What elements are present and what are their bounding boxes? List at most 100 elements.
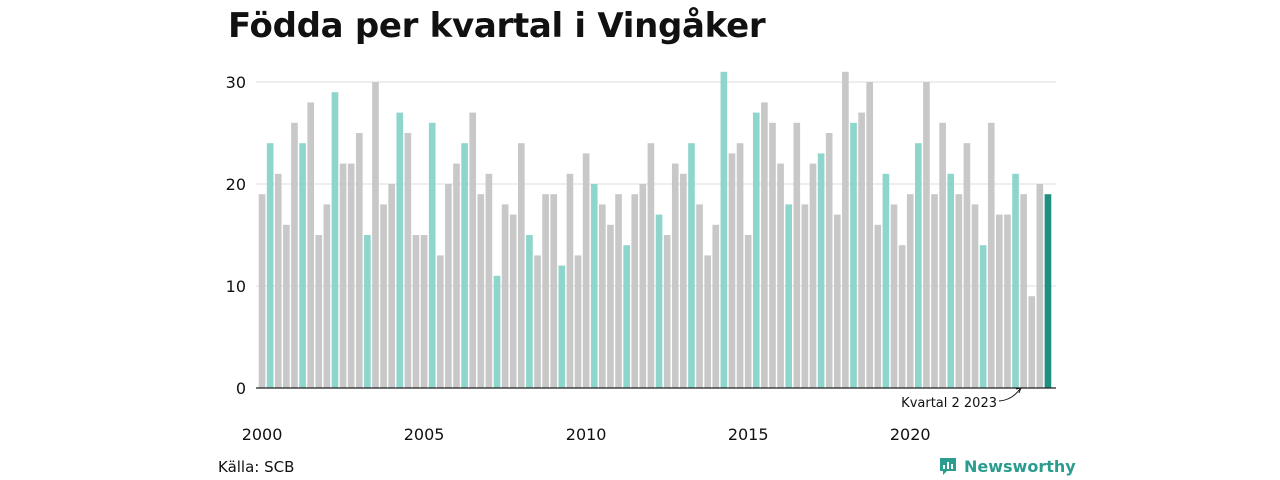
- bar: [1020, 194, 1027, 388]
- bar: [258, 194, 266, 388]
- y-tick-label: 10: [226, 277, 246, 296]
- bar: [1028, 296, 1036, 388]
- bar: [720, 71, 728, 389]
- bar: [339, 163, 347, 388]
- x-tick-label: 2015: [728, 425, 769, 444]
- bar: [469, 112, 477, 388]
- bar: [436, 255, 444, 388]
- bar: [914, 143, 922, 388]
- bar: [777, 163, 784, 388]
- bar: [987, 122, 995, 389]
- bar: [347, 163, 355, 388]
- bar: [898, 245, 906, 388]
- y-tick-label: 0: [236, 379, 246, 398]
- bar: [420, 235, 428, 388]
- bar: [655, 214, 663, 388]
- bar: [866, 82, 874, 388]
- bar: [680, 173, 687, 388]
- bar: [590, 184, 598, 388]
- bar: [761, 102, 768, 389]
- bar: [558, 265, 566, 388]
- y-axis-labels: 0 10 20 30: [226, 73, 246, 398]
- bar: [1012, 173, 1019, 388]
- bar: [663, 235, 671, 388]
- bar: [266, 143, 274, 388]
- bar: [939, 122, 946, 389]
- bar: [882, 173, 890, 388]
- bar: [412, 235, 420, 388]
- bar: [307, 102, 314, 389]
- bar: [850, 122, 857, 389]
- chart-title: Födda per kvartal i Vingåker: [228, 6, 766, 46]
- bar: [744, 235, 752, 388]
- bar: [485, 173, 493, 388]
- bar: [769, 122, 776, 389]
- bar: [963, 143, 971, 388]
- bar: [396, 112, 404, 388]
- bar: [526, 235, 533, 388]
- bar: [623, 245, 630, 388]
- bar: [923, 82, 930, 388]
- bar: [801, 204, 809, 388]
- bar: [283, 224, 290, 388]
- x-tick-label: 2020: [890, 425, 931, 444]
- bar: [833, 214, 841, 388]
- bar: [736, 143, 744, 388]
- bar: [331, 92, 339, 388]
- bar: [388, 184, 396, 388]
- bar: [566, 173, 574, 388]
- bar: [428, 122, 436, 389]
- bar: [364, 235, 371, 388]
- x-tick-label: 2000: [242, 425, 283, 444]
- bar: [752, 112, 760, 388]
- bar: [979, 245, 987, 388]
- annotation-arrowhead: [1015, 387, 1022, 394]
- bar: [299, 143, 306, 388]
- bar: [696, 204, 703, 388]
- bar: [501, 204, 509, 388]
- bar: [291, 122, 298, 389]
- bar: [404, 133, 412, 388]
- bar: [534, 255, 541, 388]
- bar: [971, 204, 979, 388]
- bar: [509, 214, 517, 388]
- bar: [274, 173, 282, 388]
- bar: [477, 194, 485, 388]
- bar: [955, 194, 963, 388]
- bar: [704, 255, 711, 388]
- bar: [785, 204, 793, 388]
- bar: [1036, 184, 1044, 388]
- bar: [728, 153, 736, 388]
- y-tick-label: 20: [226, 175, 246, 194]
- bar: [647, 143, 655, 388]
- bar: [931, 194, 938, 388]
- bar: [688, 143, 695, 388]
- bar: [607, 224, 614, 388]
- annotation: Kvartal 2 2023: [901, 387, 1022, 411]
- source-label: Källa: SCB: [218, 458, 295, 476]
- annotation-arrow: [998, 388, 1021, 402]
- bar: [453, 163, 460, 388]
- bar: [574, 255, 582, 388]
- bar: [493, 275, 501, 388]
- bar: [582, 153, 590, 388]
- bar: [615, 194, 622, 388]
- bar: [712, 224, 720, 388]
- brand-name: Newsworthy: [964, 456, 1076, 476]
- bar: [550, 194, 558, 388]
- bar: [315, 235, 323, 388]
- brand-logo: Newsworthy: [938, 456, 1076, 476]
- bar: [825, 133, 833, 388]
- bar: [542, 194, 549, 388]
- bar: [372, 82, 379, 388]
- bar: [858, 112, 865, 388]
- bar: [1044, 194, 1052, 388]
- bar: [996, 214, 1003, 388]
- bars: [258, 71, 1052, 389]
- bar: [639, 184, 647, 388]
- bar: [906, 194, 914, 388]
- bar: [809, 163, 817, 388]
- bar: [380, 204, 387, 388]
- x-tick-label: 2005: [404, 425, 445, 444]
